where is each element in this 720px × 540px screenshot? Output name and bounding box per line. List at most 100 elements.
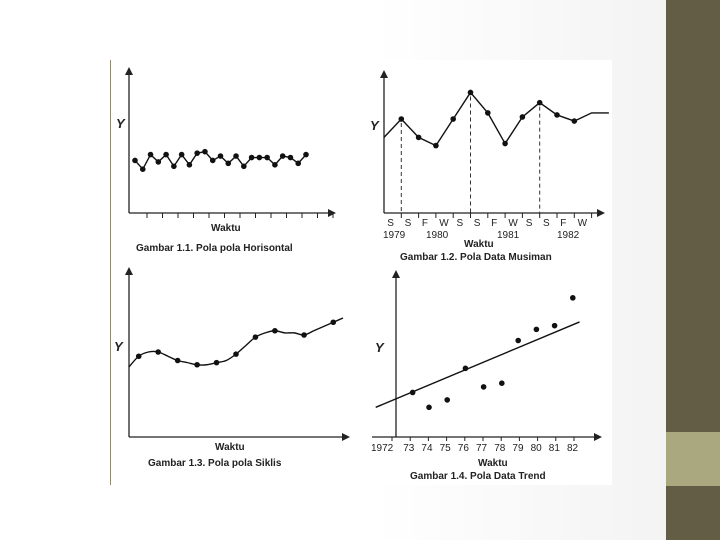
c3-ylabel: Y [114,339,124,354]
c3-xlabel: Waktu [215,442,245,453]
c1-data-point [209,157,216,164]
c1-data-point [287,154,294,161]
c1-data-point [256,154,263,161]
c1-data-point [202,148,208,155]
c1-data-point [233,153,239,159]
c2-data-point [554,112,560,118]
c1-data-point [241,163,247,170]
c2-year-label: 1982 [557,230,580,241]
c2-x-arrow [597,209,605,217]
c3-data-point [135,353,142,360]
c1-y-arrow [125,67,133,75]
c4-data-point [426,404,432,411]
c2-data-point [415,134,422,141]
decor-bar-light [666,432,720,486]
c3-data-point [174,357,181,364]
c2-data-point [467,89,474,96]
c1-data-point [194,150,200,156]
c1-data-point [248,154,255,161]
c3-data-point [301,332,307,338]
c4-data-point [515,337,521,344]
c4-tick-label: 82 [567,443,579,454]
c4-x-arrow [594,433,602,441]
c4-tick-label: 80 [531,443,543,454]
c4-tick-label: 75 [440,443,452,454]
c3-x-arrow [342,433,350,441]
c4-data-point [533,326,540,333]
c2-tick-label: S [457,218,464,229]
c3-data-point [330,319,337,326]
c1-xlabel: Waktu [211,223,241,234]
c4-trend-line [375,321,580,408]
c1-data-point [155,159,162,165]
c2-tick-label: S [387,218,394,229]
c2-year-label: 1980 [426,230,449,241]
c1-data-point [225,160,232,167]
c4-tick-label: 77 [476,443,488,454]
c1-data-point [279,153,286,159]
c1-x-arrow [328,209,336,217]
c1-data-point [163,151,169,158]
c4-data-point [462,365,469,372]
c4-data-point [444,397,451,403]
c1-data-point [139,166,146,172]
c2-tick-label: F [491,218,497,229]
c3-data-point [155,349,161,355]
c1-ylabel: Y [116,116,126,131]
c2-title: Gambar 1.2. Pola Data Musiman [400,252,552,263]
c3-data-point [252,334,259,340]
c2-tick-label: F [422,218,428,229]
c4-data-point [409,389,416,396]
decor-bar-dark-bottom [666,486,720,540]
c1-title: Gambar 1.1. Pola pola Horisontal [136,243,293,254]
figure-panel [110,60,612,485]
c1-data-point [295,160,302,167]
c2-data-point [433,142,439,149]
c4-tick-label: 76 [458,443,470,454]
c2-year-label: 1979 [383,230,406,241]
c1-data-point [178,151,185,158]
c3-data-point [233,351,239,357]
c2-data-point [519,114,526,120]
c2-tick-label: W [578,218,588,229]
c3-y-arrow [125,267,133,275]
c2-tick-label: W [439,218,449,229]
c1-data-point [272,162,278,168]
c2-tick-label: S [526,218,533,229]
c4-title: Gambar 1.4. Pola Data Trend [410,471,546,482]
c2-tick-label: F [560,218,566,229]
c2-data-point [536,99,543,106]
c2-y-arrow [380,70,388,78]
c3-series-line [128,317,344,368]
c2-data-point [502,140,508,147]
c4-tick-label: 78 [494,443,506,454]
c2-tick-label: S [543,218,550,229]
c2-tick-label: W [508,218,518,229]
c3-data-point [272,327,278,334]
c2-tick-label: S [405,218,412,229]
c4-tick-label: 1972 [371,443,394,454]
c2-data-point [485,110,491,116]
c2-data-point [398,116,405,122]
c4-tick-label: 81 [549,443,561,454]
c1-data-point [132,157,138,164]
c2-data-point [571,118,578,124]
figure-left-rule [110,60,111,485]
decor-bar-dark [666,0,720,432]
c3-data-point [213,359,220,366]
c4-data-point [551,322,558,329]
c4-data-point [480,384,487,390]
c4-ylabel: Y [375,340,385,355]
c4-tick-label: 79 [512,443,524,454]
c3-title: Gambar 1.3. Pola pola Siklis [148,458,282,469]
c1-data-point [186,162,193,168]
c2-data-point [450,116,457,122]
c1-data-point [217,153,224,159]
c2-xlabel: Waktu [464,239,494,250]
c4-xlabel: Waktu [478,458,508,469]
c1-data-point [171,163,177,170]
c3-data-point [194,361,200,368]
c4-tick-label: 74 [421,443,433,454]
c1-data-point [147,151,154,158]
